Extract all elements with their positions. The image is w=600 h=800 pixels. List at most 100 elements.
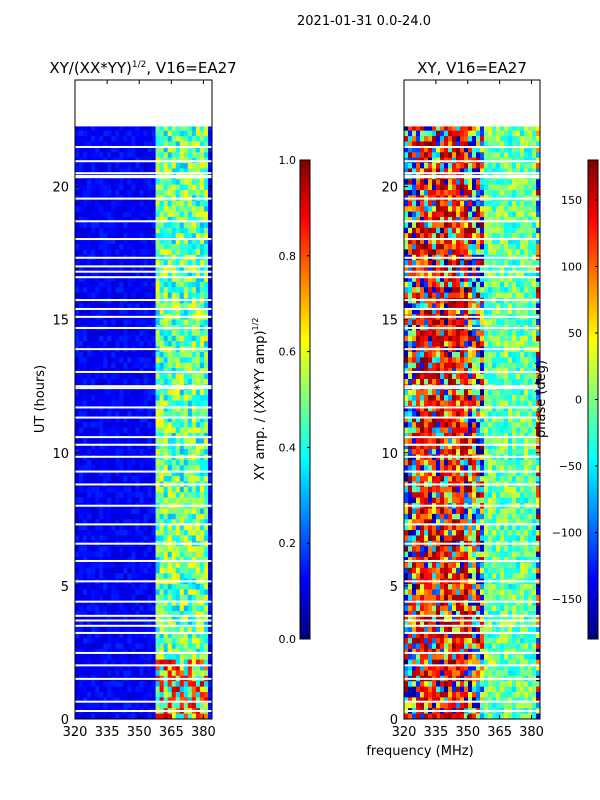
heatmap-cell — [187, 535, 193, 542]
heatmap-cell — [460, 184, 465, 191]
heatmap-cell — [472, 146, 477, 153]
heatmap-cell — [159, 713, 165, 720]
heatmap-cell — [179, 179, 185, 186]
heatmap-cell — [79, 697, 84, 704]
heatmap-cell — [167, 692, 173, 698]
heatmap-cell — [460, 130, 465, 137]
heatmap-cell — [199, 713, 205, 720]
heatmap-cell — [91, 508, 96, 515]
heatmap-cell — [75, 638, 80, 644]
heatmap-cell — [163, 378, 169, 385]
heatmap-cell — [95, 665, 100, 671]
heatmap-cell — [99, 594, 104, 601]
heatmap-cell — [103, 330, 108, 337]
heatmap-cell — [171, 136, 177, 142]
heatmap-cell — [91, 233, 96, 240]
heatmap-cell — [115, 152, 120, 159]
heatmap-cell — [83, 287, 88, 293]
heatmap-cell — [464, 238, 469, 245]
heatmap-cell — [195, 594, 201, 601]
heatmap-cell — [139, 492, 144, 499]
heatmap-cell — [75, 125, 80, 132]
heatmap-cell — [488, 179, 493, 186]
heatmap-cell — [79, 190, 84, 196]
heatmap-cell — [187, 643, 193, 650]
heatmap-cell — [476, 184, 481, 191]
heatmap-cell — [460, 227, 465, 234]
heatmap-cell — [532, 211, 537, 218]
heatmap-cell — [195, 686, 201, 693]
heatmap-cell — [155, 470, 161, 477]
heatmap-cell — [512, 200, 517, 207]
heatmap-cell — [179, 308, 185, 315]
heatmap-cell — [111, 605, 116, 612]
heatmap-cell — [123, 567, 128, 574]
heatmap-cell — [111, 562, 116, 569]
heatmap-cell — [183, 443, 189, 450]
heatmap-cell — [103, 589, 108, 596]
heatmap-cell — [199, 244, 205, 250]
heatmap-cell — [95, 589, 100, 596]
heatmap-cell — [492, 125, 497, 132]
heatmap-cell — [79, 341, 84, 347]
heatmap-cell — [103, 190, 108, 196]
heatmap-cell — [512, 130, 517, 137]
heatmap-cell — [532, 152, 537, 159]
heatmap-cell — [119, 200, 124, 207]
heatmap-cell — [115, 362, 120, 369]
heatmap-cell — [404, 184, 409, 191]
heatmap-cell — [203, 643, 209, 650]
heatmap-cell — [179, 378, 185, 385]
heatmap-cell — [83, 427, 88, 434]
heatmap-cell — [175, 276, 181, 283]
heatmap-cell — [103, 308, 108, 315]
heatmap-cell — [203, 200, 209, 207]
heatmap-cell — [440, 222, 445, 229]
heatmap-cell — [83, 400, 88, 407]
heatmap-cell — [151, 670, 156, 677]
heatmap-cell — [195, 508, 201, 515]
heatmap-cell — [159, 508, 165, 515]
heatmap-cell — [408, 217, 413, 223]
heatmap-cell — [135, 627, 140, 634]
heatmap-cell — [171, 648, 177, 655]
heatmap-cell — [500, 238, 505, 245]
heatmap-cell — [536, 238, 541, 245]
heatmap-cell — [155, 184, 161, 191]
heatmap-cell — [199, 654, 205, 661]
heatmap-cell — [448, 179, 453, 186]
heatmap-cell — [139, 281, 144, 288]
heatmap-cell — [143, 389, 148, 396]
heatmap-cell — [103, 281, 108, 288]
heatmap-cell — [75, 449, 80, 455]
heatmap-cell — [127, 335, 132, 342]
heatmap-cell — [79, 206, 84, 213]
heatmap-cell — [167, 184, 173, 191]
heatmap-cell — [207, 422, 213, 428]
heatmap-cell — [155, 281, 161, 288]
heatmap-cell — [472, 244, 477, 250]
heatmap-cell — [143, 308, 148, 315]
heatmap-cell — [143, 427, 148, 434]
heatmap-cell — [95, 465, 100, 472]
heatmap-cell — [135, 244, 140, 250]
heatmap-cell — [199, 476, 205, 482]
heatmap-cell — [99, 692, 104, 698]
heatmap-cell — [159, 638, 165, 644]
heatmap-cell — [95, 416, 100, 423]
heatmap-cell — [163, 600, 169, 607]
heatmap-cell — [87, 605, 92, 612]
heatmap-cell — [424, 125, 429, 132]
heatmap-cell — [107, 530, 112, 536]
heatmap-cell — [75, 378, 80, 385]
heatmap-cell — [195, 562, 201, 569]
heatmap-cell — [163, 179, 169, 186]
heatmap-cell — [147, 271, 152, 277]
heatmap-cell — [155, 621, 161, 628]
heatmap-cell — [187, 567, 193, 574]
heatmap-cell — [440, 238, 445, 245]
heatmap-cell — [155, 702, 161, 709]
heatmap-cell — [171, 681, 177, 688]
heatmap-cell — [504, 168, 509, 175]
heatmap-cell — [95, 389, 100, 396]
